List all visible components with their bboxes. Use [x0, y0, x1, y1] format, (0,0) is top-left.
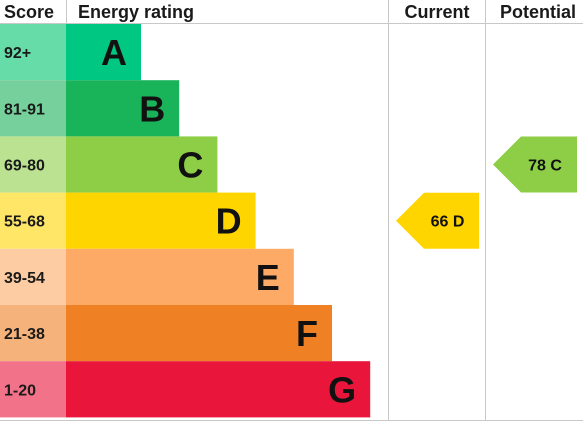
band-bar-d [66, 192, 256, 249]
score-cell-e [0, 248, 66, 305]
potential-rating-value: 78 C [528, 158, 562, 175]
band-bar-f [66, 305, 332, 362]
score-label-d: 55-68 [4, 214, 45, 231]
current-rating-value: 66 D [431, 214, 465, 231]
grid-lines [0, 0, 583, 421]
header-score: Score [4, 2, 54, 22]
score-cell-c [0, 136, 66, 193]
score-cell-b [0, 80, 66, 137]
score-cell-f [0, 305, 66, 362]
score-cell-g [0, 361, 66, 418]
rating-bands: 92+ A 81-91 B 69-80 C 55-68 D 39-54 E 21-38 F 1-20 G [0, 24, 371, 418]
rating-markers: 66 D 78 C [396, 136, 577, 249]
band-bar-e [66, 248, 294, 305]
score-label-e: 39-54 [4, 270, 45, 287]
header-potential: Potential [500, 2, 576, 22]
score-label-b: 81-91 [4, 101, 45, 118]
band-bar-g [66, 361, 371, 418]
band-letter-c: C [177, 145, 203, 186]
potential-rating-arrow [493, 136, 577, 193]
score-label-c: 69-80 [4, 158, 45, 175]
band-letter-b: B [139, 88, 165, 129]
band-letter-e: E [256, 257, 280, 298]
header-current: Current [404, 2, 469, 22]
band-letter-g: G [328, 369, 356, 410]
current-rating-arrow [396, 192, 479, 249]
band-bar-c [66, 136, 218, 193]
score-label-a: 92+ [4, 45, 31, 62]
score-label-f: 21-38 [4, 326, 45, 343]
band-letter-d: D [216, 201, 242, 242]
score-cell-a [0, 24, 66, 81]
band-letter-f: F [296, 313, 318, 354]
band-letter-a: A [101, 32, 127, 73]
score-label-g: 1-20 [4, 382, 36, 399]
score-cell-d [0, 192, 66, 249]
band-bar-a [66, 24, 141, 81]
band-bar-b [66, 80, 180, 137]
header-energy-rating: Energy rating [78, 2, 194, 22]
